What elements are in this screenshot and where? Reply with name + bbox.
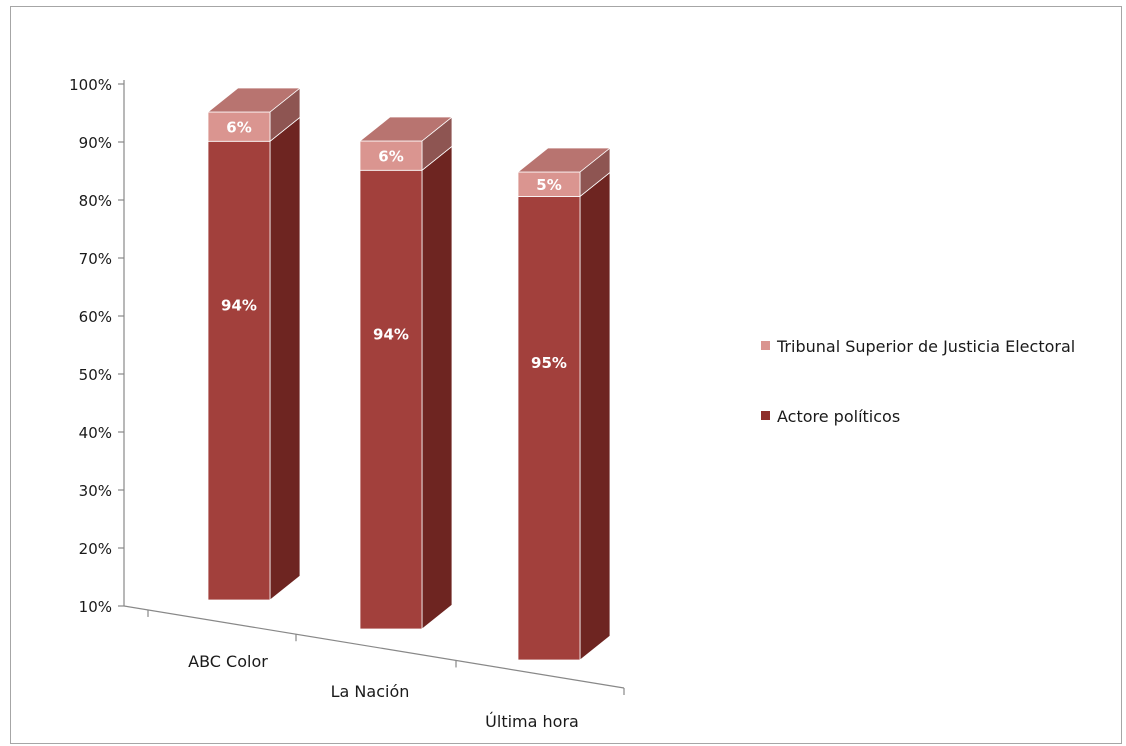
category-label: La Nación bbox=[331, 682, 410, 701]
bar-actores-side bbox=[269, 116, 301, 601]
bar-actores-side bbox=[421, 145, 453, 630]
bar-actores bbox=[517, 195, 581, 661]
y-tick-label: 20% bbox=[79, 540, 112, 558]
data-label-tribunal: 6% bbox=[226, 119, 251, 137]
bar-tribunal bbox=[359, 140, 423, 171]
bar-actores bbox=[359, 169, 423, 630]
legend: Tribunal Superior de Justicia Electoral A… bbox=[761, 337, 1075, 426]
y-tick-label: 10% bbox=[79, 598, 112, 616]
bar-tribunal bbox=[517, 171, 581, 197]
legend-label: Actore políticos bbox=[777, 407, 900, 426]
y-tick-label: 100% bbox=[69, 76, 112, 94]
axes bbox=[123, 80, 625, 689]
legend-swatch bbox=[761, 341, 770, 350]
x-axis-line bbox=[123, 605, 625, 689]
data-label-actores: 95% bbox=[531, 354, 567, 372]
y-axis-ticks: 10% 20% 30% 40% 50% 60% 70% 80% 90% 100% bbox=[69, 76, 124, 616]
legend-label: Tribunal Superior de Justicia Electoral bbox=[776, 337, 1075, 356]
data-label-actores: 94% bbox=[373, 326, 409, 344]
x-axis-ticks bbox=[147, 609, 625, 695]
y-tick-label: 50% bbox=[79, 366, 112, 384]
y-tick-label: 40% bbox=[79, 424, 112, 442]
bar-actores bbox=[207, 140, 271, 601]
y-tick-label: 80% bbox=[79, 192, 112, 210]
data-label-tribunal: 5% bbox=[536, 176, 561, 194]
legend-swatch bbox=[761, 411, 770, 420]
bar-actores-side bbox=[579, 171, 611, 661]
category-labels: ABC Color La Nación Última hora bbox=[188, 652, 579, 731]
data-label-tribunal: 6% bbox=[378, 148, 403, 166]
y-tick-label: 90% bbox=[79, 134, 112, 152]
category-label: ABC Color bbox=[188, 652, 268, 671]
bar-tribunal-top bbox=[516, 147, 612, 173]
y-tick-label: 60% bbox=[79, 308, 112, 326]
bar-tribunal-top bbox=[206, 87, 302, 113]
bar-tribunal-top bbox=[358, 116, 454, 142]
y-tick-label: 70% bbox=[79, 250, 112, 268]
y-tick-label: 30% bbox=[79, 482, 112, 500]
bars: 94% 6% 94% 6% 95% 5% bbox=[206, 87, 612, 661]
category-label: Última hora bbox=[485, 712, 579, 731]
data-label-actores: 94% bbox=[221, 297, 257, 315]
